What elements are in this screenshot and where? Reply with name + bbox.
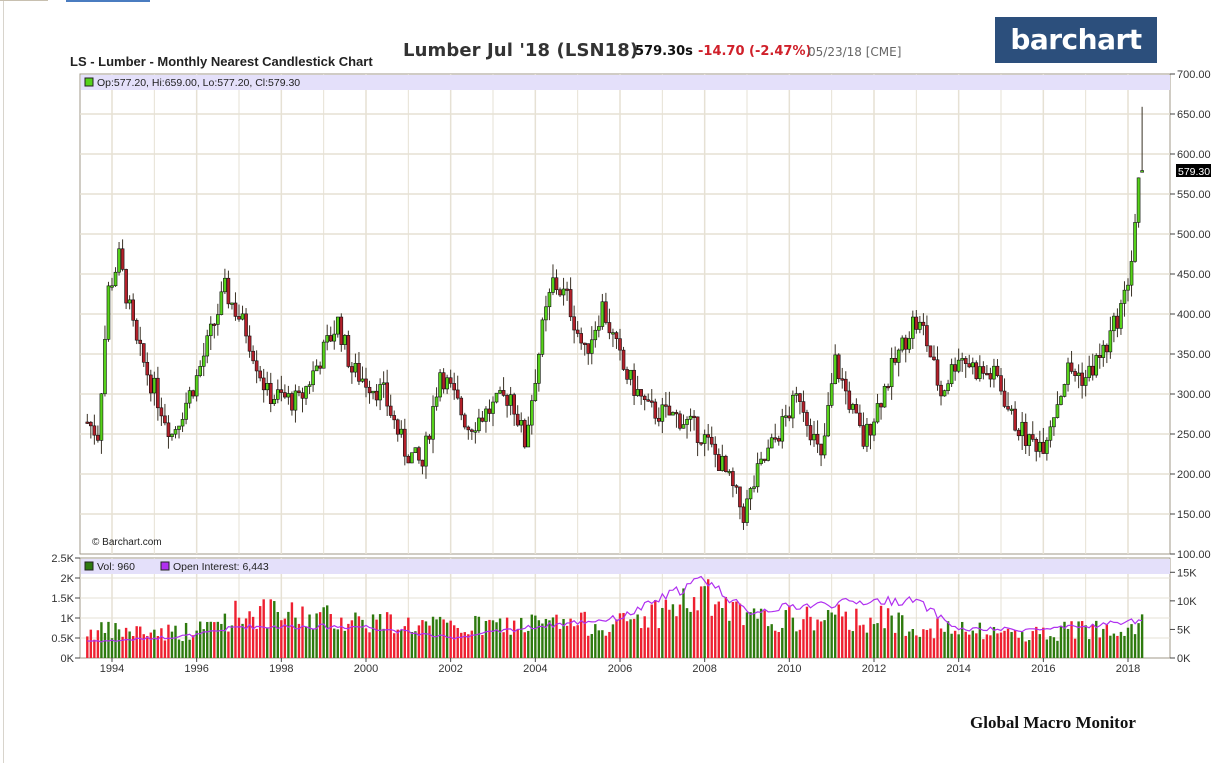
price-tick-label: 550.00	[1177, 189, 1211, 201]
year-tick-label: 2006	[608, 663, 632, 675]
year-tick-label: 2008	[692, 663, 716, 675]
year-tick-label: 1996	[184, 663, 208, 675]
volume-tick-label: 0.5K	[51, 633, 74, 645]
price-tick-label: 650.00	[1177, 109, 1211, 121]
last-price-marker-text: 579.30	[1178, 166, 1210, 178]
price-tick-label: 350.00	[1177, 349, 1211, 361]
date-exchange: 05/23/18 [CME]	[808, 45, 902, 59]
year-tick-label: 2002	[438, 663, 462, 675]
price-tick-label: 500.00	[1177, 229, 1211, 241]
year-tick-label: 2014	[946, 663, 970, 675]
price-tick-label: 250.00	[1177, 429, 1211, 441]
price-change: -14.70 (-2.47%)	[698, 44, 812, 59]
oi-tick-label: 0K	[1177, 653, 1191, 665]
chart-title: LS - Lumber - Monthly Nearest Candlestic…	[70, 54, 373, 69]
year-tick-label: 2012	[862, 663, 886, 675]
price-tick-label: 450.00	[1177, 269, 1211, 281]
price-tick-label: 200.00	[1177, 469, 1211, 481]
candles	[85, 106, 1144, 530]
ohlc-legend-text: Op:577.20, Hi:659.00, Lo:577.20, Cl:579.…	[97, 77, 300, 89]
oi-tick-label: 15K	[1177, 567, 1197, 579]
price-tick-label: 600.00	[1177, 149, 1211, 161]
price-grid	[80, 74, 1170, 554]
volume-legend-band	[81, 559, 1170, 574]
volume-tick-label: 1.5K	[51, 593, 74, 605]
price-tick-label: 700.00	[1177, 69, 1211, 81]
volume-axis-right: 15K 10K 5K 0K	[1170, 567, 1197, 665]
top-link-underline[interactable]	[66, 0, 150, 2]
ohlc-legend-swatch	[84, 77, 94, 87]
oi-tick-label: 5K	[1177, 624, 1191, 636]
year-tick-label: 2010	[777, 663, 801, 675]
volume-axis-left: 2.5K 2K 1.5K 1K 0.5K 0K	[51, 553, 80, 665]
volume-tick-label: 2.5K	[51, 553, 74, 565]
open-interest-legend-swatch	[160, 561, 170, 571]
year-tick-label: 2016	[1031, 663, 1055, 675]
copyright-text: © Barchart.com	[92, 537, 162, 548]
oi-tick-label: 10K	[1177, 596, 1197, 608]
ohlc-legend-band	[81, 75, 1170, 90]
barchart-logo[interactable]: barchart	[995, 17, 1157, 63]
left-frame-border	[0, 0, 4, 763]
volume-tick-label: 2K	[61, 573, 75, 585]
year-tick-label: 2018	[1116, 663, 1140, 675]
volume-tick-label: 0K	[61, 653, 75, 665]
price-tick-label: 300.00	[1177, 389, 1211, 401]
year-tick-label: 2000	[354, 663, 378, 675]
watermark: Global Macro Monitor	[970, 713, 1136, 732]
year-tick-label: 1994	[100, 663, 124, 675]
year-tick-label: 2004	[523, 663, 547, 675]
volume-grid	[80, 558, 1170, 658]
x-axis: 1994 1996 1998 2000 2002 2004 2006 2008 2010 2012…	[100, 658, 1140, 675]
volume-tick-label: 1K	[61, 613, 75, 625]
price-tick-label: 150.00	[1177, 509, 1211, 521]
open-interest-line	[87, 575, 1143, 643]
price-tick-label: 100.00	[1177, 549, 1211, 561]
symbol-title: Lumber Jul '18 (LSN18)	[403, 40, 639, 61]
last-price-marker	[1176, 164, 1211, 177]
year-tick-label: 1998	[269, 663, 293, 675]
last-price: 579.30s	[635, 44, 693, 59]
top-rule	[0, 0, 48, 1]
price-tick-label: 400.00	[1177, 309, 1211, 321]
volume-panel	[79, 557, 1171, 659]
volume-bars	[86, 579, 1144, 658]
price-axis: 700.00 650.00 600.00 550.00 500.00 450.00 400.…	[1170, 69, 1211, 561]
volume-legend-swatch	[84, 561, 94, 571]
volume-legend-text: Vol: 960	[97, 561, 135, 573]
open-interest-legend-text: Open Interest: 6,443	[173, 561, 269, 573]
